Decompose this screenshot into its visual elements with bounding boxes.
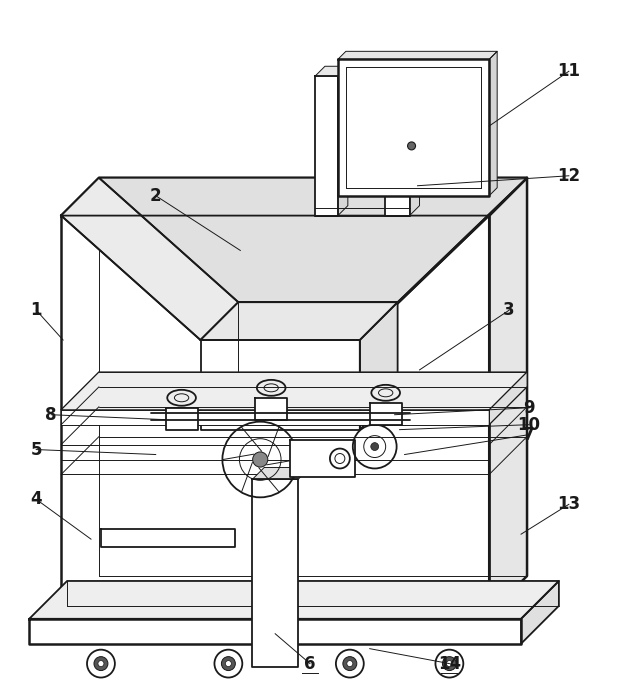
- Polygon shape: [338, 59, 489, 196]
- Polygon shape: [61, 215, 489, 340]
- Polygon shape: [360, 178, 527, 340]
- Polygon shape: [201, 340, 360, 430]
- Polygon shape: [61, 410, 489, 425]
- Text: 10: 10: [518, 416, 541, 433]
- Text: 3: 3: [503, 301, 515, 319]
- Circle shape: [408, 142, 416, 150]
- Circle shape: [446, 661, 452, 667]
- Text: 8: 8: [46, 405, 57, 424]
- Text: 11: 11: [558, 62, 581, 80]
- Circle shape: [221, 656, 236, 670]
- Text: 1: 1: [31, 301, 42, 319]
- Circle shape: [98, 661, 104, 667]
- Text: 12: 12: [558, 167, 581, 185]
- Circle shape: [214, 649, 243, 677]
- Text: 2: 2: [150, 187, 161, 205]
- Circle shape: [226, 661, 231, 667]
- Circle shape: [343, 656, 357, 670]
- Polygon shape: [61, 178, 238, 340]
- Circle shape: [347, 661, 353, 667]
- Text: 4: 4: [31, 490, 42, 508]
- Polygon shape: [101, 529, 236, 547]
- Polygon shape: [489, 372, 527, 425]
- Circle shape: [253, 452, 268, 467]
- Text: 14: 14: [438, 654, 461, 672]
- Polygon shape: [253, 468, 310, 480]
- Circle shape: [94, 656, 108, 670]
- Polygon shape: [315, 66, 348, 76]
- Text: 6: 6: [304, 654, 316, 672]
- Circle shape: [87, 649, 115, 677]
- Polygon shape: [166, 408, 198, 430]
- Polygon shape: [521, 581, 559, 644]
- Polygon shape: [253, 480, 298, 667]
- Polygon shape: [61, 372, 527, 410]
- Polygon shape: [338, 51, 497, 59]
- Polygon shape: [315, 76, 338, 215]
- Polygon shape: [409, 66, 419, 215]
- Polygon shape: [61, 178, 527, 215]
- Polygon shape: [338, 66, 348, 215]
- Polygon shape: [370, 403, 402, 425]
- Polygon shape: [290, 440, 355, 477]
- Polygon shape: [29, 619, 521, 644]
- Polygon shape: [384, 66, 419, 76]
- Polygon shape: [384, 76, 409, 215]
- Circle shape: [371, 442, 379, 451]
- Circle shape: [336, 649, 364, 677]
- Text: 13: 13: [558, 496, 581, 513]
- Polygon shape: [99, 178, 527, 302]
- Polygon shape: [201, 302, 398, 340]
- Polygon shape: [255, 398, 287, 419]
- Circle shape: [436, 649, 463, 677]
- Polygon shape: [489, 51, 497, 196]
- Text: 7: 7: [523, 426, 535, 444]
- Circle shape: [442, 656, 456, 670]
- Polygon shape: [61, 215, 489, 614]
- Polygon shape: [360, 302, 398, 430]
- Text: 5: 5: [31, 440, 42, 459]
- Polygon shape: [489, 178, 527, 614]
- Text: 9: 9: [523, 398, 535, 417]
- Polygon shape: [29, 581, 559, 619]
